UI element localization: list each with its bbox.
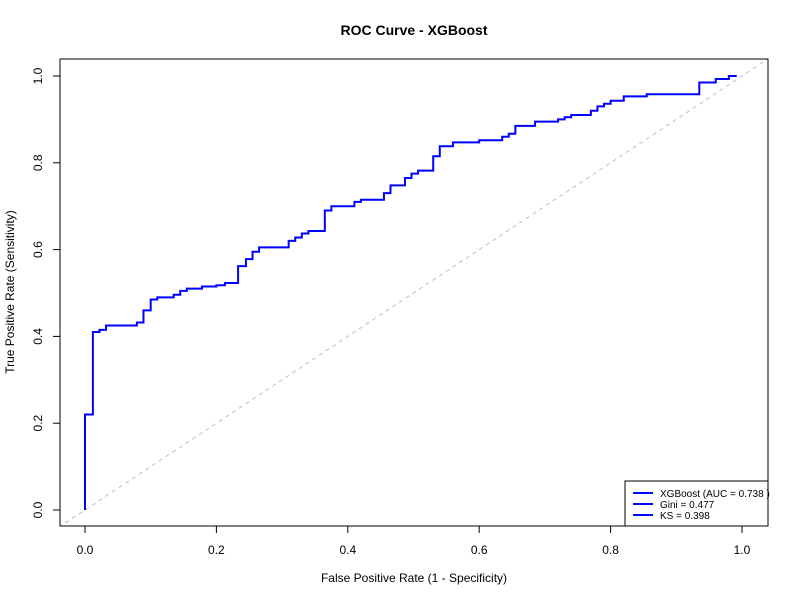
x-tick-label: 0.0 (77, 543, 94, 557)
legend: XGBoost (AUC = 0.738 ) Gini = 0.477 KS =… (624, 480, 770, 527)
legend-entry-xgboost: XGBoost (AUC = 0.738 ) (660, 489, 770, 500)
reference-diagonal-line (60, 59, 768, 526)
y-axis: 0.0 0.2 0.4 0.6 0.8 1.0 (31, 67, 61, 518)
x-tick-label: 0.8 (602, 543, 619, 557)
y-tick-label: 0.0 (31, 501, 45, 518)
chart-title: ROC Curve - XGBoost (340, 22, 487, 38)
y-tick-label: 0.6 (31, 241, 45, 258)
y-tick-label: 0.8 (31, 154, 45, 171)
y-axis-label: True Positive Rate (Sensitivity) (3, 210, 17, 374)
legend-entry-gini: Gini = 0.477 (660, 500, 715, 511)
x-axis: 0.0 0.2 0.4 0.6 0.8 1.0 (77, 525, 751, 557)
x-tick-label: 0.2 (208, 543, 225, 557)
x-axis-label: False Positive Rate (1 - Specificity) (321, 571, 507, 585)
roc-curve-line-0 (84, 75, 737, 510)
plot-area (60, 59, 768, 526)
y-tick-label: 0.2 (31, 415, 45, 432)
x-tick-label: 1.0 (734, 543, 751, 557)
x-tick-label: 0.6 (471, 543, 488, 557)
y-tick-label: 1.0 (31, 67, 45, 84)
x-tick-label: 0.4 (339, 543, 356, 557)
y-tick-label: 0.4 (31, 328, 45, 345)
legend-entry-ks: KS = 0.398 (660, 511, 710, 522)
